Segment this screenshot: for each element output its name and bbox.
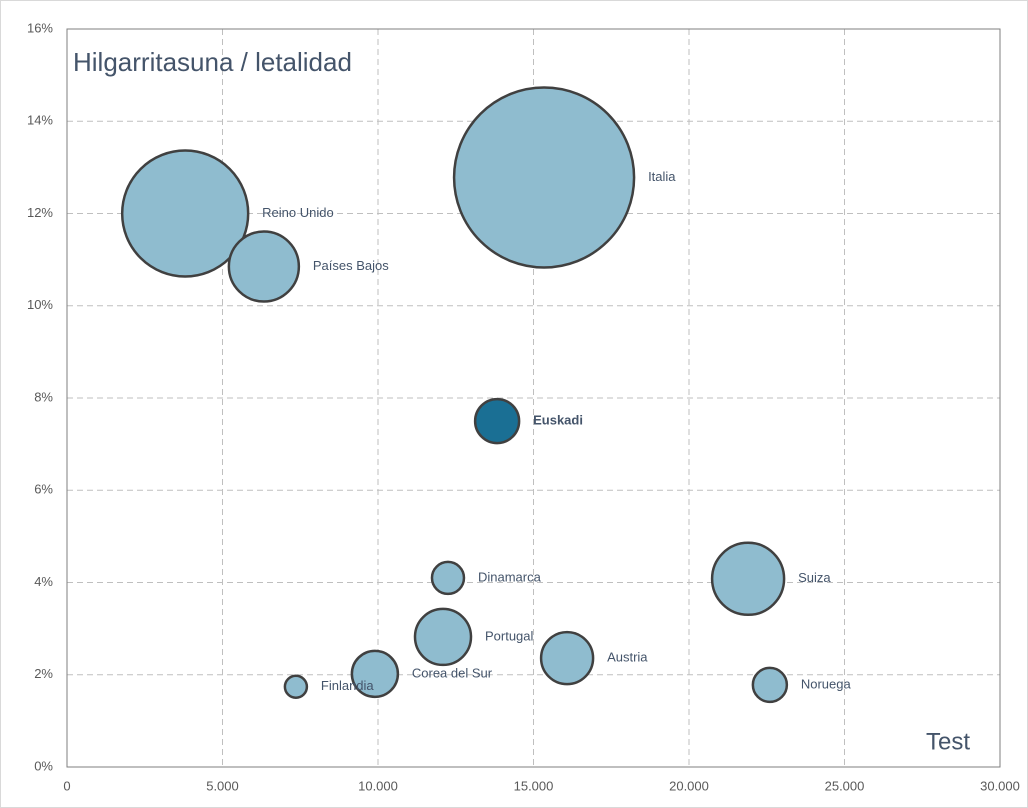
x-axis-label: Test xyxy=(926,728,970,755)
data-label: Dinamarca xyxy=(478,569,542,584)
bubble xyxy=(710,541,786,617)
chart-title: Hilgarritasuna / letalidad xyxy=(73,47,352,77)
data-label: Euskadi xyxy=(533,413,583,428)
data-label: Reino Unido xyxy=(262,205,334,220)
data-label: Austria xyxy=(607,650,648,665)
y-tick-label: 2% xyxy=(34,666,53,681)
bubble xyxy=(350,649,400,699)
plot-border xyxy=(66,28,1001,768)
data-label: Portugal xyxy=(485,628,534,643)
x-tick-label: 15.000 xyxy=(514,778,554,793)
y-tick-label: 6% xyxy=(34,482,53,497)
y-tick-label: 16% xyxy=(27,20,53,35)
data-label: Países Bajos xyxy=(313,258,389,273)
data-label: Finlandia xyxy=(321,678,375,693)
bubble xyxy=(473,397,521,445)
data-label: Italia xyxy=(648,169,676,184)
bubble xyxy=(430,560,466,596)
x-tick-label: 30.000 xyxy=(980,778,1020,793)
data-label: Noruega xyxy=(801,676,852,691)
x-tick-label: 20.000 xyxy=(669,778,709,793)
y-tick-label: 10% xyxy=(27,297,53,312)
x-tick-label: 25.000 xyxy=(825,778,865,793)
y-tick-label: 12% xyxy=(27,205,53,220)
x-tick-label: 10.000 xyxy=(358,778,398,793)
bubble xyxy=(227,230,301,303)
bubble xyxy=(283,674,309,699)
y-tick-label: 8% xyxy=(34,389,53,404)
y-tick-label: 14% xyxy=(27,113,53,128)
bubble xyxy=(751,666,789,704)
data-label: Corea del Sur xyxy=(412,665,493,680)
bubble xyxy=(413,607,473,667)
bubble xyxy=(539,630,595,686)
y-tick-label: 0% xyxy=(34,758,53,773)
x-tick-label: 5.000 xyxy=(206,778,239,793)
x-tick-label: 0 xyxy=(63,778,70,793)
bubble xyxy=(120,149,250,278)
y-tick-label: 4% xyxy=(34,574,53,589)
bubble xyxy=(452,86,636,269)
data-label: Suiza xyxy=(798,570,831,585)
